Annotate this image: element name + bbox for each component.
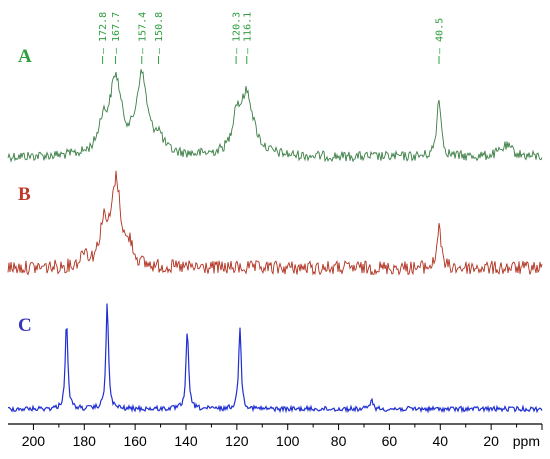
- peak-label: — 116.1: [242, 12, 253, 54]
- peak-label: — 150.8: [154, 12, 165, 54]
- x-tick-label: 160: [123, 433, 147, 449]
- x-tick-label: 60: [382, 433, 398, 449]
- x-tick-label: 200: [22, 433, 46, 449]
- x-tick-label: 120: [225, 433, 249, 449]
- x-tick-label: 40: [432, 433, 448, 449]
- x-tick-label: 180: [73, 433, 97, 449]
- trace-c: [7, 303, 543, 414]
- trace-label-b: B: [18, 184, 31, 205]
- peak-label: — 157.4: [137, 12, 148, 54]
- spectrum-traces: [7, 69, 543, 414]
- x-tick-label: 20: [483, 433, 499, 449]
- x-tick-label: 100: [276, 433, 300, 449]
- peak-label: — 120.3: [232, 12, 243, 54]
- x-axis-unit: ppm: [513, 433, 540, 449]
- trace-label-c: C: [18, 315, 32, 336]
- x-tick-label: 80: [331, 433, 347, 449]
- peak-labels: — 172.8— 167.7 — 157.4 — 150.8 — 120.3— 116…: [98, 12, 446, 64]
- trace-b: [7, 170, 543, 276]
- trace-labels: A B C: [18, 46, 32, 336]
- x-axis: 200 180 160 140 120 100 80 60 40 20 ppm: [8, 423, 543, 449]
- x-tick-label: 140: [174, 433, 198, 449]
- peak-label: — 167.7: [111, 12, 122, 54]
- peak-label: — 40.5: [435, 18, 446, 54]
- trace-label-a: A: [18, 46, 32, 67]
- trace-a: [7, 69, 543, 163]
- peak-label: — 172.8: [98, 12, 109, 54]
